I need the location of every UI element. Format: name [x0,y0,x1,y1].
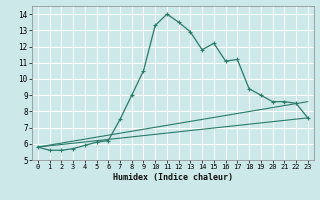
X-axis label: Humidex (Indice chaleur): Humidex (Indice chaleur) [113,173,233,182]
